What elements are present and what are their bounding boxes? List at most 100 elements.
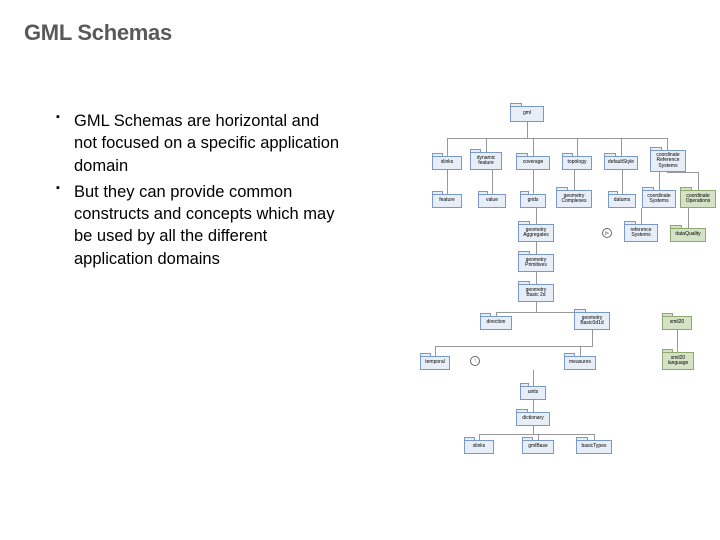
bullet-item: But they can provide common constructs a…	[56, 181, 346, 270]
diagram-edge	[592, 330, 593, 346]
diagram-node-grids: grids	[520, 194, 546, 208]
diagram-edge	[621, 138, 622, 156]
folder-tab-icon	[662, 349, 673, 352]
diagram-edge	[447, 138, 448, 156]
schema-diagram: gml xlinks dynamic feature coverage topology…	[370, 100, 700, 450]
diagram-node-temporal: temporal	[420, 356, 450, 370]
folder-tab-icon	[650, 147, 662, 150]
diagram-edge	[447, 170, 448, 194]
diagram-node-basictypes: basicTypes	[576, 440, 612, 454]
diagram-edge	[667, 138, 668, 150]
diagram-node-coordops: coordinate Operations	[680, 190, 716, 208]
diagram-node-dynfeat: dynamic feature	[470, 152, 502, 170]
diagram-node-xlinks2: xlinks	[464, 440, 494, 454]
diagram-edge	[533, 426, 534, 434]
diagram-edge	[577, 138, 578, 156]
folder-tab-icon	[510, 103, 522, 106]
bullet-list: GML Schemas are horizontal and not focus…	[56, 110, 346, 270]
folder-tab-icon	[516, 409, 528, 412]
diagram-node-geomcomp: geometry Complexes	[556, 190, 592, 208]
diagram-node-datums: datums	[608, 194, 636, 208]
diagram-edge	[533, 170, 534, 194]
diagram-node-dictionary: dictionary	[516, 412, 550, 426]
diagram-edge	[435, 346, 593, 347]
diagram-node-measures: measures	[564, 356, 596, 370]
folder-tab-icon	[432, 153, 443, 156]
diagram-node-geob2d: geometry Basic 2d	[518, 284, 554, 302]
folder-tab-icon	[642, 187, 654, 190]
diagram-edge	[641, 208, 642, 224]
folder-tab-icon	[518, 251, 530, 254]
diagram-node-coordsys: coordinate Systems	[642, 190, 676, 208]
diagram-edge	[574, 170, 575, 190]
folder-tab-icon	[562, 153, 573, 156]
folder-tab-icon	[556, 187, 568, 190]
diagram-annotation-icon: ↑	[470, 356, 480, 366]
folder-tab-icon	[608, 191, 618, 194]
folder-tab-icon	[478, 191, 488, 194]
diagram-node-smillang: smil20 language	[662, 352, 694, 370]
diagram-edge	[435, 346, 436, 356]
folder-tab-icon	[670, 225, 682, 228]
folder-tab-icon	[576, 437, 588, 440]
diagram-edge	[667, 172, 698, 173]
diagram-edge	[698, 172, 699, 190]
folder-tab-icon	[420, 353, 431, 356]
folder-tab-icon	[564, 353, 575, 356]
diagram-node-value: value	[478, 194, 506, 208]
diagram-node-feature: feature	[432, 194, 462, 208]
diagram-node-gml: gml	[510, 106, 544, 122]
diagram-edge	[677, 330, 678, 352]
folder-tab-icon	[680, 187, 692, 190]
diagram-edge	[447, 138, 667, 139]
folder-tab-icon	[464, 437, 475, 440]
diagram-node-crs: coordinate Reference Systems	[650, 150, 686, 172]
diagram-node-direction: direction	[480, 316, 512, 330]
diagram-edge	[659, 172, 660, 190]
folder-tab-icon	[480, 313, 491, 316]
diagram-node-topology: topology	[562, 156, 592, 170]
diagram-node-geob0d1d: geometry Basic0d1d	[574, 312, 610, 330]
diagram-edge	[536, 272, 537, 284]
diagram-edge	[496, 312, 536, 313]
diagram-edge	[536, 208, 537, 224]
folder-tab-icon	[604, 153, 616, 156]
diagram-edge	[479, 434, 594, 435]
folder-tab-icon	[516, 153, 528, 156]
diagram-node-gmlbase: gmlBase	[522, 440, 554, 454]
diagram-node-smil20: smil20	[662, 316, 692, 330]
diagram-edge	[527, 122, 528, 138]
folder-tab-icon	[520, 383, 529, 386]
diagram-edge	[536, 302, 537, 312]
diagram-node-geomagg: geometry Aggregates	[518, 224, 554, 242]
folder-tab-icon	[574, 309, 586, 312]
folder-tab-icon	[520, 191, 529, 194]
diagram-node-geomprim: geometry Primitives	[518, 254, 554, 272]
diagram-node-coverage: coverage	[516, 156, 550, 170]
diagram-edge	[533, 400, 534, 412]
bullet-item: GML Schemas are horizontal and not focus…	[56, 110, 346, 177]
diagram-edge	[688, 208, 689, 228]
diagram-node-defstyle: defaultStyle	[604, 156, 638, 170]
diagram-node-datquality: dataQuality	[670, 228, 706, 242]
diagram-edge	[533, 370, 534, 386]
folder-tab-icon	[432, 191, 443, 194]
folder-tab-icon	[518, 221, 530, 224]
diagram-annotation-icon: ⊳	[602, 228, 612, 238]
diagram-node-xlinks: xlinks	[432, 156, 462, 170]
diagram-edge	[622, 170, 623, 194]
slide-title: GML Schemas	[24, 20, 172, 46]
folder-tab-icon	[522, 437, 533, 440]
bullet-content: GML Schemas are horizontal and not focus…	[56, 110, 346, 274]
diagram-node-refsys: reference Systems	[624, 224, 658, 242]
folder-tab-icon	[662, 313, 673, 316]
diagram-edge	[492, 170, 493, 194]
folder-tab-icon	[470, 149, 481, 152]
diagram-edge	[536, 242, 537, 254]
diagram-edge	[486, 138, 487, 152]
diagram-node-units: units	[520, 386, 546, 400]
folder-tab-icon	[518, 281, 530, 284]
diagram-edge	[580, 346, 581, 356]
folder-tab-icon	[624, 221, 636, 224]
diagram-edge	[533, 138, 534, 156]
